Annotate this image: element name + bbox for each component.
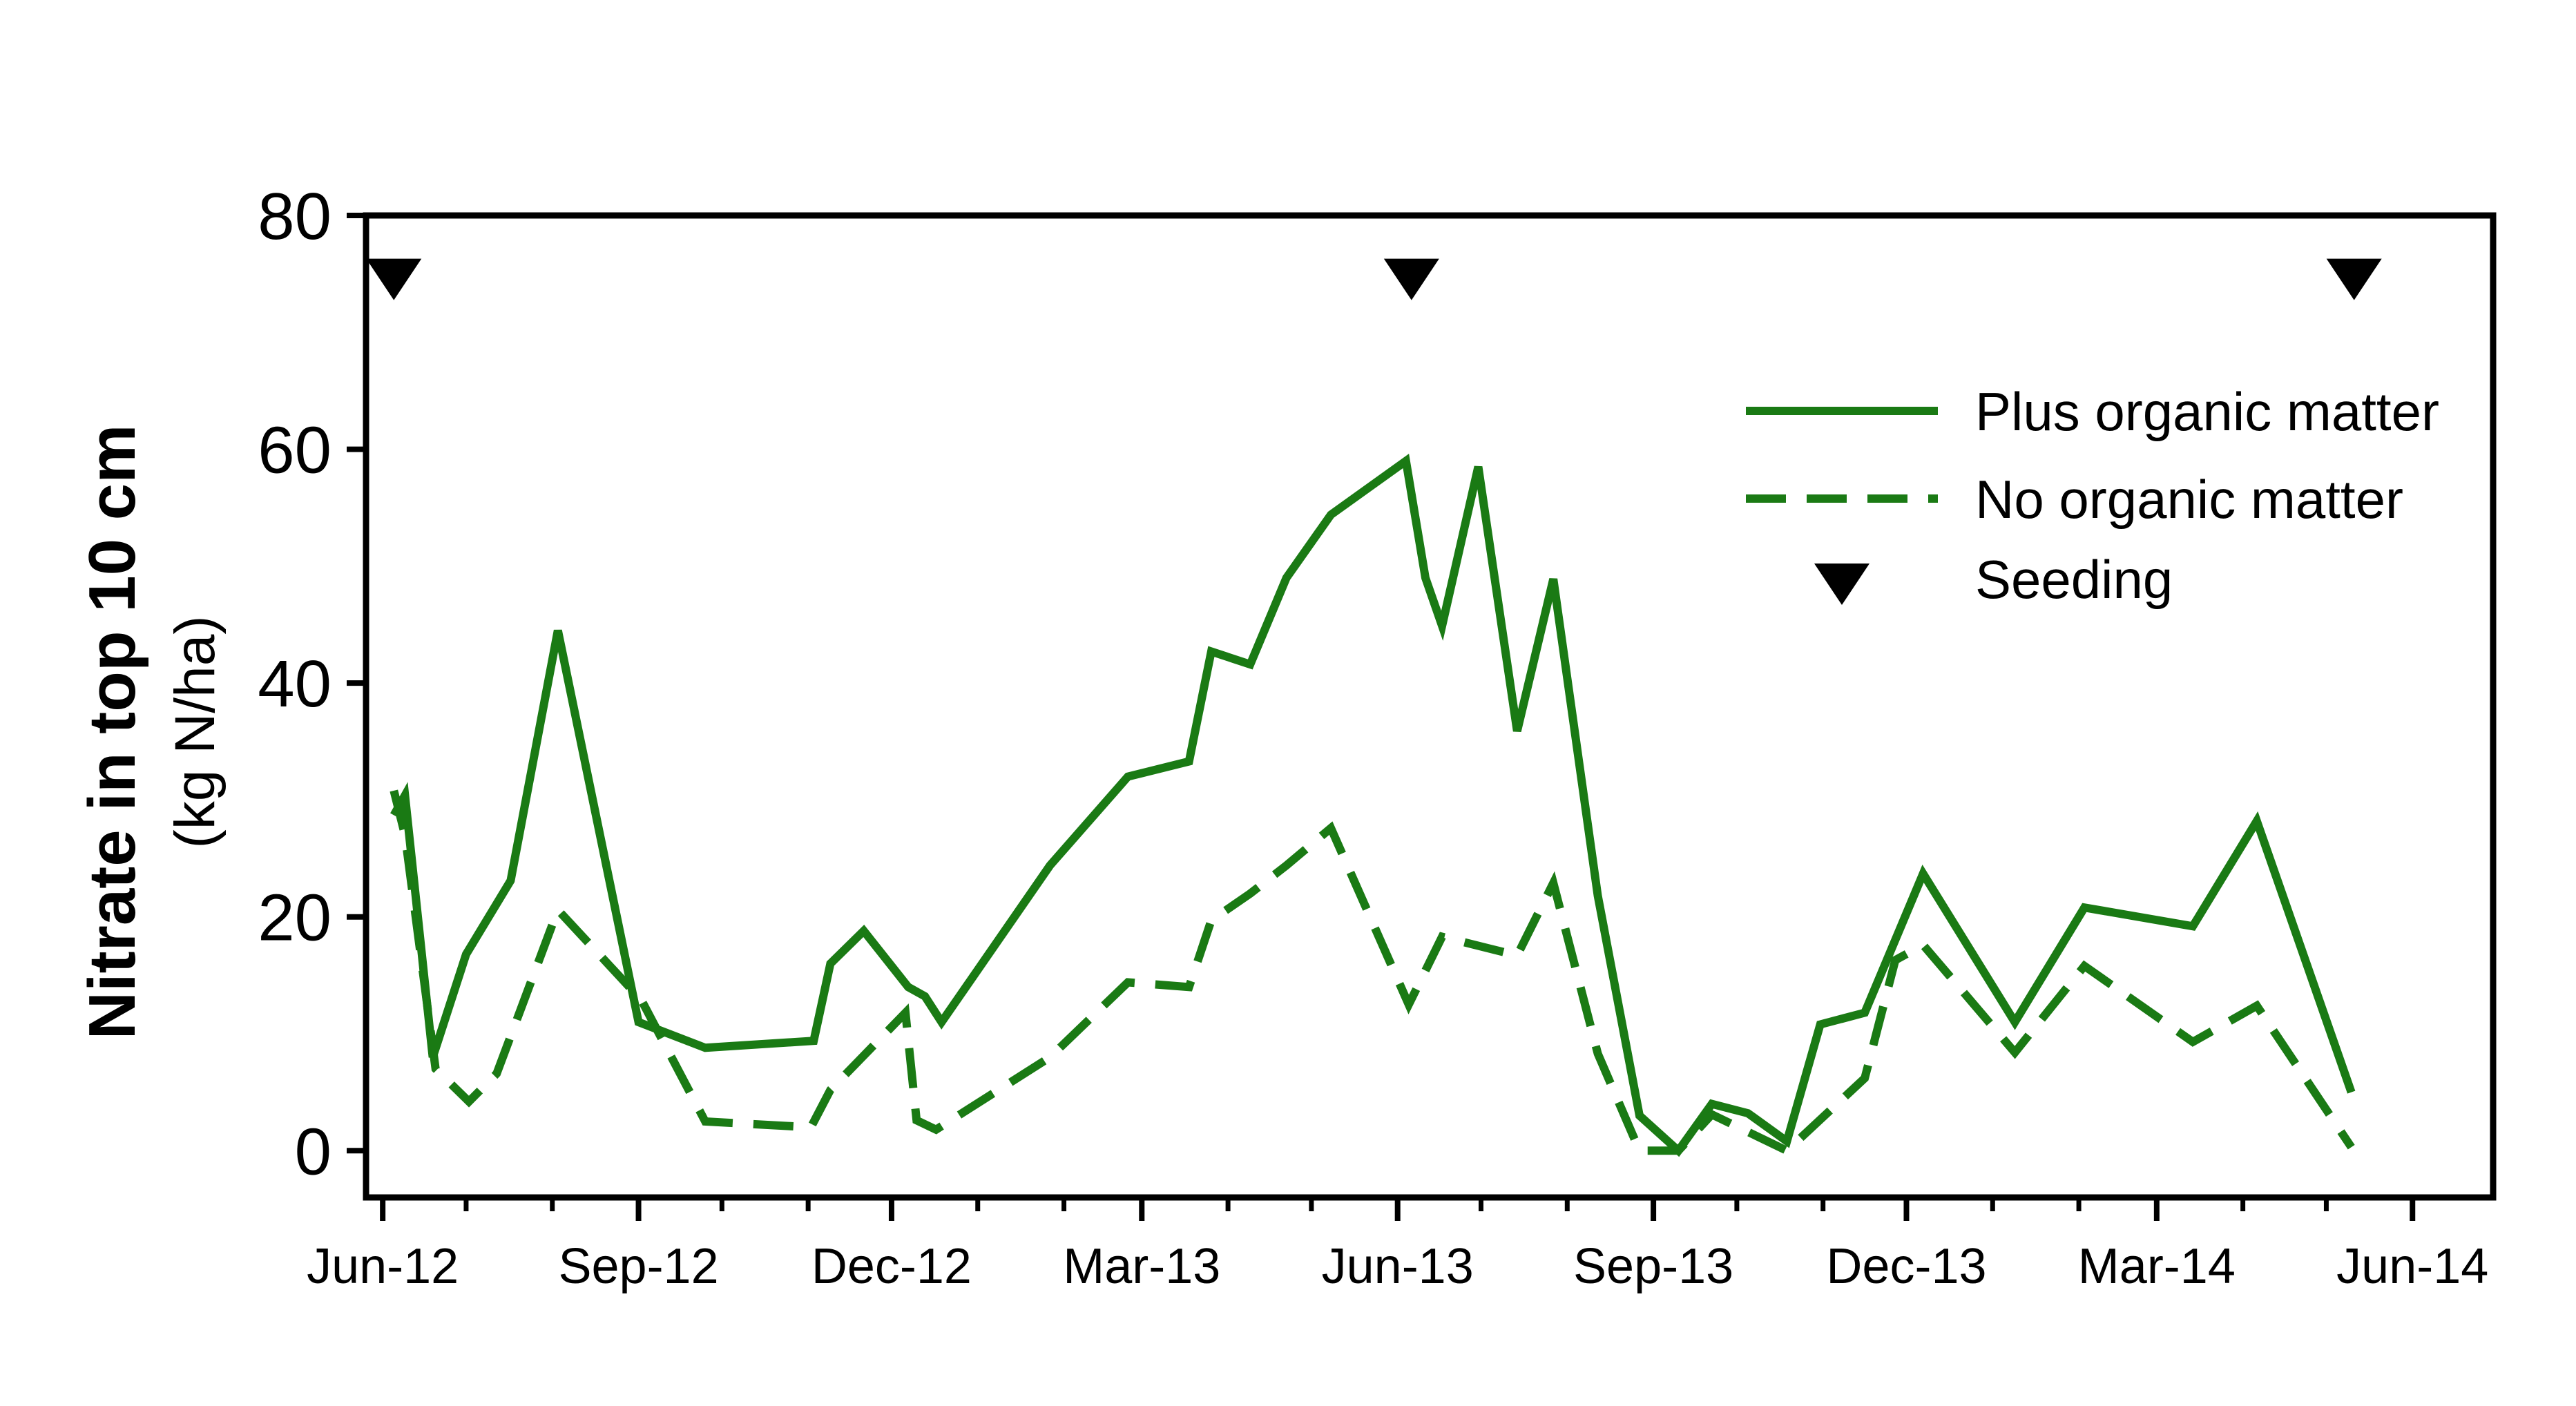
x-axis: Jun-12 Sep-12 Dec-12 Mar-13 Jun-13 Sep-13 Dec-… bbox=[307, 1197, 2488, 1294]
legend-label-seeding: Seeding bbox=[1975, 549, 2173, 610]
y-tick-label: 20 bbox=[258, 881, 331, 955]
legend-swatch-seeding bbox=[1814, 564, 1869, 605]
x-tick-label: Mar-14 bbox=[2078, 1239, 2236, 1294]
x-tick-label: Dec-12 bbox=[811, 1239, 972, 1294]
y-axis-title: Nitrate in top 10 cm bbox=[75, 425, 149, 1040]
x-tick-label: Dec-13 bbox=[1826, 1239, 1986, 1294]
x-tick-label: Jun-12 bbox=[307, 1239, 459, 1294]
y-axis: 0 20 40 60 80 bbox=[258, 180, 366, 1188]
x-tick-label: Sep-12 bbox=[558, 1239, 718, 1294]
plot-frame bbox=[363, 212, 2497, 1201]
legend-label-plus-organic-matter: Plus organic matter bbox=[1975, 381, 2439, 442]
series-line-plus-organic-matter bbox=[390, 454, 2356, 1157]
x-tick-label: Sep-13 bbox=[1573, 1239, 1733, 1294]
legend: Plus organic matter No organic matter Seed… bbox=[1746, 381, 2439, 610]
series-line-no-organic-matter bbox=[390, 789, 2355, 1156]
y-axis-label: Nitrate in top 10 cm (kg N/ha) bbox=[75, 425, 227, 1040]
y-tick-label: 80 bbox=[258, 180, 331, 253]
seeding-marker bbox=[1383, 258, 1439, 300]
x-tick-label: Jun-14 bbox=[2336, 1239, 2488, 1294]
x-tick-label: Mar-13 bbox=[1063, 1239, 1220, 1294]
y-tick-label: 60 bbox=[258, 414, 331, 488]
seeding-markers bbox=[366, 258, 2382, 300]
seeding-marker bbox=[366, 258, 422, 300]
y-tick-label: 40 bbox=[258, 647, 331, 721]
y-tick-label: 0 bbox=[295, 1115, 331, 1188]
x-tick-label: Jun-13 bbox=[1322, 1239, 1474, 1294]
series-layer bbox=[390, 454, 2356, 1157]
y-axis-units: (kg N/ha) bbox=[164, 615, 227, 848]
seeding-marker bbox=[2326, 258, 2382, 300]
legend-label-no-organic-matter: No organic matter bbox=[1975, 469, 2403, 530]
